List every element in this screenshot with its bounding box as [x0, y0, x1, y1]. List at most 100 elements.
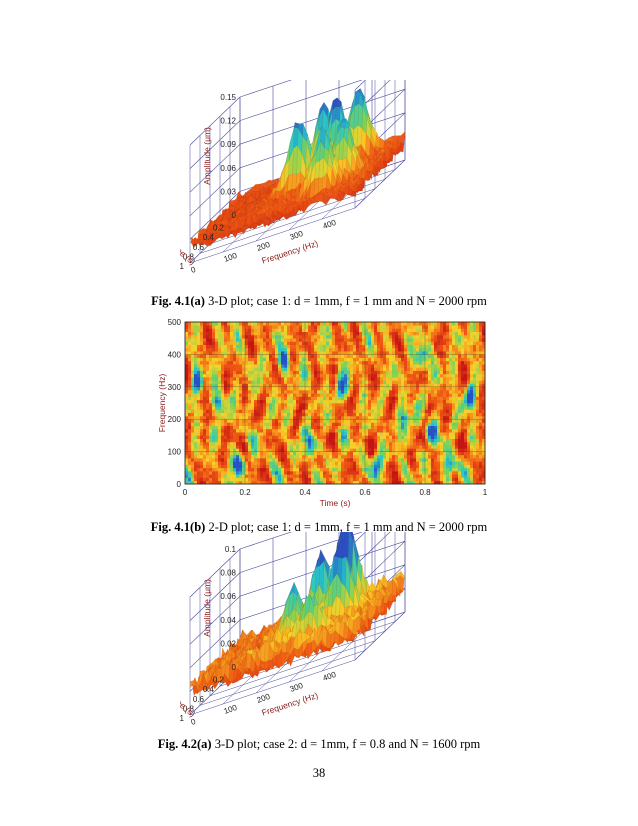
heatmap-cell	[251, 425, 255, 430]
heatmap-cell	[293, 451, 297, 456]
heatmap-cell	[293, 364, 297, 368]
heatmap-cell	[191, 360, 195, 365]
heatmap-cell	[266, 393, 270, 397]
heatmap-cell	[329, 480, 333, 485]
heatmap-cell	[221, 399, 225, 404]
heatmap-cell	[287, 380, 291, 384]
heatmap-cell	[275, 461, 279, 465]
heatmap-cell	[188, 435, 192, 439]
heatmap-cell	[212, 399, 216, 404]
heatmap-cell	[299, 351, 303, 355]
heatmap-cell	[188, 390, 192, 394]
heatmap-cell	[206, 419, 210, 423]
heatmap-cell	[197, 370, 201, 375]
heatmap-cell	[299, 477, 303, 482]
heatmap-cell	[317, 432, 321, 436]
heatmap-cell	[224, 396, 228, 401]
heatmap-cell	[320, 409, 324, 414]
heatmap-cell	[320, 383, 324, 388]
heatmap-cell	[263, 354, 267, 358]
heatmap-cell	[224, 428, 228, 433]
heatmap-cell	[254, 445, 258, 449]
heatmap-cell	[329, 432, 333, 436]
heatmap-cell	[317, 347, 321, 352]
heatmap-cell	[272, 373, 276, 378]
heatmap-cell	[293, 445, 297, 449]
heatmap-cell	[248, 393, 252, 397]
heatmap-cell	[326, 357, 330, 362]
heatmap-cell	[314, 377, 318, 381]
heatmap-cell	[293, 435, 297, 439]
heatmap-cell	[266, 403, 270, 407]
heatmap-cell	[290, 364, 294, 368]
heatmap-cell	[281, 477, 285, 482]
heatmap-cell	[224, 393, 228, 397]
heatmap-cell	[200, 383, 204, 388]
heatmap-cell	[245, 364, 249, 368]
heatmap-cell	[221, 412, 225, 417]
heatmap-cell	[215, 393, 219, 397]
heatmap-cell	[266, 464, 270, 469]
heatmap-cell	[260, 471, 264, 475]
heatmap-cell	[251, 360, 255, 365]
heatmap-cell	[305, 357, 309, 362]
heatmap-cell	[227, 328, 231, 333]
heatmap-cell	[329, 370, 333, 375]
heatmap-cell	[275, 432, 279, 436]
heatmap-cell	[221, 445, 225, 449]
heatmap-cell	[248, 409, 252, 414]
heatmap-cell	[332, 419, 336, 423]
heatmap-cell	[191, 354, 195, 358]
heatmap-cell	[305, 454, 309, 459]
heatmap-cell	[308, 428, 312, 433]
time-tick-label: 0.4	[203, 233, 215, 242]
heatmap-cell	[242, 390, 246, 394]
heatmap-cell	[329, 373, 333, 378]
heatmap-cell	[212, 386, 216, 391]
heatmap-cell	[191, 471, 195, 475]
heatmap-cell	[224, 344, 228, 349]
heatmap-cell	[218, 325, 222, 329]
heatmap-cell	[314, 325, 318, 329]
heatmap-cell	[323, 344, 327, 349]
figure-4-1a-caption-label: Fig. 4.1(a)	[151, 294, 205, 308]
heatmap-cell	[299, 448, 303, 452]
heatmap-cell	[296, 409, 300, 414]
heatmap-cell	[236, 415, 240, 420]
heatmap-cell	[242, 435, 246, 439]
heatmap-cell	[299, 367, 303, 371]
heatmap-cell	[254, 403, 258, 407]
heatmap-cell	[227, 331, 231, 336]
heatmap-cell	[239, 393, 243, 397]
heatmap-cell	[332, 338, 336, 342]
heatmap-cell	[206, 386, 210, 391]
heatmap-cell	[272, 390, 276, 394]
heatmap-cell	[209, 357, 213, 362]
heatmap-cell	[233, 390, 237, 394]
heatmap-cell	[296, 357, 300, 362]
heatmap-cell	[233, 471, 237, 475]
heatmap-cell	[194, 347, 198, 352]
heatmap-cell	[284, 435, 288, 439]
heatmap-cell	[206, 454, 210, 459]
heatmap-cell	[236, 425, 240, 430]
heatmap-cell	[197, 373, 201, 378]
heatmap-cell	[335, 432, 339, 436]
heatmap-cell	[308, 390, 312, 394]
heatmap-cell	[266, 422, 270, 426]
heatmap-cell	[263, 325, 267, 329]
freq-tick-label: 300	[289, 229, 305, 242]
heatmap-cell	[293, 370, 297, 375]
heatmap-cell	[209, 364, 213, 368]
heatmap-cell	[212, 445, 216, 449]
heatmap-cell	[239, 464, 243, 469]
heatmap-cell	[254, 412, 258, 417]
heatmap-cell	[224, 370, 228, 375]
heatmap-cell	[239, 390, 243, 394]
heatmap-cell	[311, 322, 315, 326]
heatmap-cell	[296, 373, 300, 378]
heatmap-cell	[248, 428, 252, 433]
heatmap-cell	[278, 364, 282, 368]
heatmap-cell	[251, 341, 255, 345]
heatmap-cell	[221, 425, 225, 430]
